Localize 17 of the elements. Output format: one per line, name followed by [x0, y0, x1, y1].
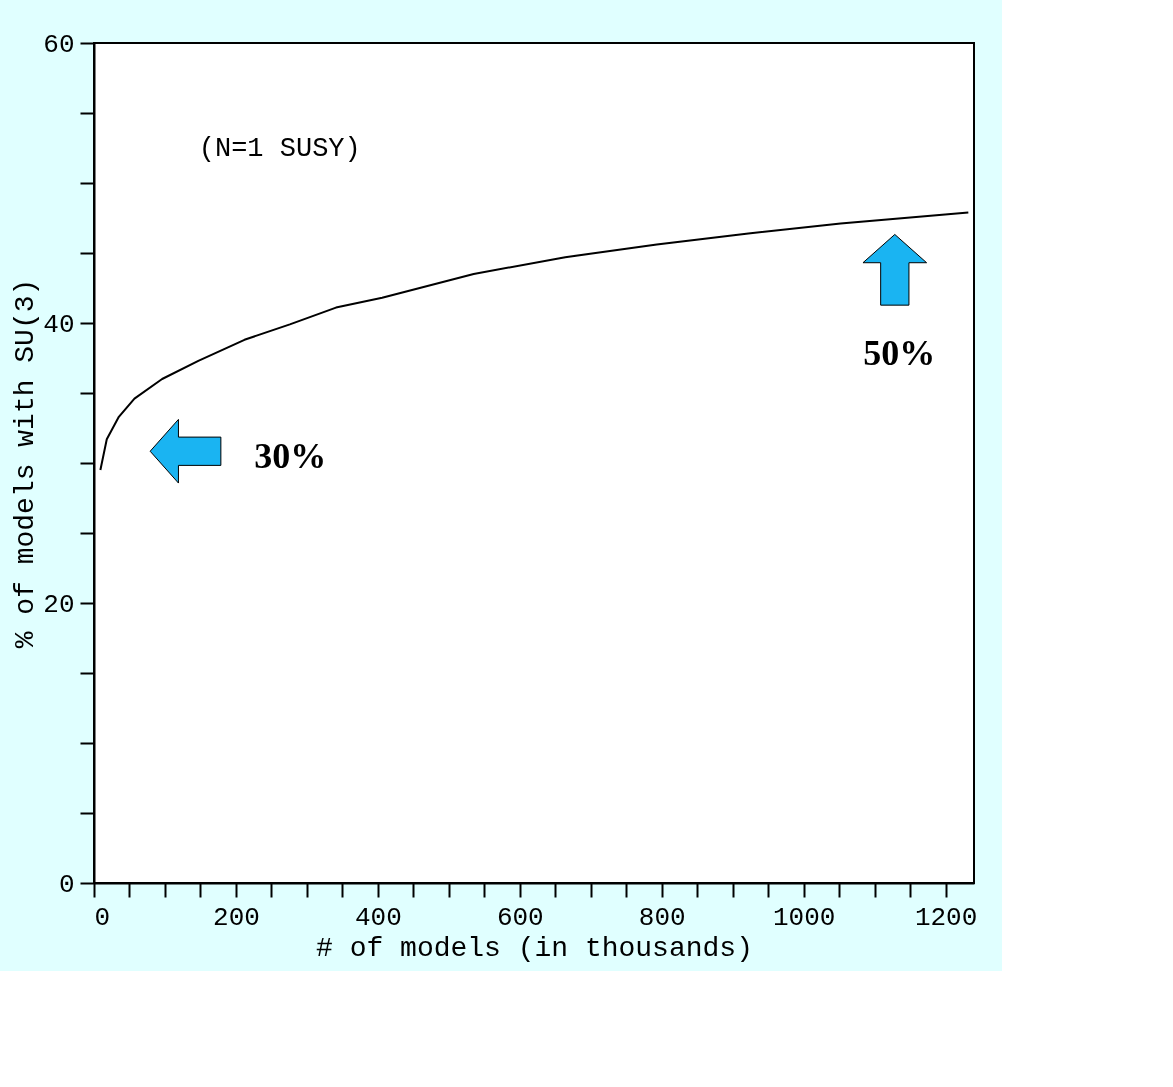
y-axis-title: % of models with SU(3) [10, 278, 42, 649]
y-tick-label: 60 [43, 29, 75, 60]
x-tick-label: 800 [638, 902, 686, 933]
line-series [99, 211, 970, 471]
annotation: 50% [863, 332, 936, 373]
y-tick-label: 20 [43, 589, 75, 620]
x-axis-title: # of models (in thousands) [316, 932, 753, 964]
x-tick-label: 1000 [772, 902, 836, 933]
x-tick-label: 1200 [914, 902, 978, 933]
x-tick-label: 400 [354, 902, 402, 933]
annotation: (N=1 SUSY) [198, 134, 361, 164]
x-tick-label: 600 [496, 902, 544, 933]
annotation: 30% [254, 436, 327, 477]
y-tick-label: 0 [58, 869, 75, 900]
y-tick-label: 40 [43, 309, 75, 340]
x-tick-label: 0 [94, 902, 111, 933]
x-tick-label: 200 [213, 902, 260, 933]
